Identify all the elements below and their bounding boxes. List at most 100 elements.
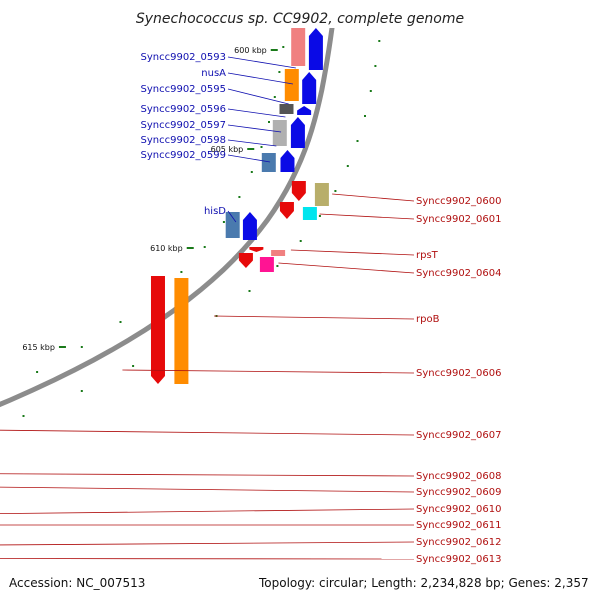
genome-backbone: [0, 28, 335, 408]
forward-cog-box: [291, 28, 306, 66]
right-gene-label: Syncc9902_0611: [416, 520, 502, 531]
right-gene-label: Syncc9902_0613: [416, 554, 502, 565]
forward-gene: [302, 72, 317, 104]
left-gene-label: hisD: [204, 206, 226, 217]
forward-gene: [308, 28, 323, 70]
right-gene-label: Syncc9902_0601: [416, 214, 502, 225]
reverse-gene: [291, 181, 306, 201]
inner-dot: [273, 96, 276, 98]
kbp-tick-label: 605 kbp: [211, 145, 244, 154]
label-layer: Syncc9902_0593 nusA Syncc9902_0595 Syncc990…: [0, 52, 502, 565]
inner-dot: [268, 121, 270, 123]
reverse-gene: [150, 276, 165, 384]
forward-gene: [297, 106, 312, 115]
topology-text: Topology: circular; Length: 2,234,828 bp…: [259, 576, 589, 590]
reverse-gene: [238, 253, 253, 268]
outer-dot: [299, 240, 302, 242]
reverse-cog-box: [271, 250, 286, 256]
right-gene-label: Syncc9902_0606: [416, 368, 502, 379]
forward-gene: [280, 150, 295, 172]
kbp-tick-mark: [270, 49, 278, 51]
right-label-leader: [0, 541, 415, 546]
outer-dot: [248, 290, 251, 292]
backbone-layer: [0, 28, 335, 408]
kbp-tick-mark: [186, 247, 194, 249]
right-gene-label: Syncc9902_0610: [416, 504, 502, 515]
reverse-cog-box: [259, 257, 274, 272]
kbp-tick-label: 600 kbp: [234, 46, 267, 55]
outer-dot: [369, 90, 372, 92]
inner-dot: [238, 196, 241, 198]
right-label-leader: [0, 473, 415, 477]
outer-dot: [80, 390, 83, 392]
right-label-leader: [290, 249, 415, 256]
left-gene-label: Syncc9902_0596: [141, 104, 227, 115]
left-label-leader: [227, 139, 277, 147]
outer-dot: [334, 190, 337, 192]
outer-dot: [132, 365, 135, 367]
kbp-tick-label: 610 kbp: [150, 244, 183, 253]
reverse-cog-box: [302, 207, 317, 220]
kbp-tick-mark: [247, 148, 255, 150]
kbp-tick-label: 615 kbp: [22, 343, 55, 352]
right-label-leader: [214, 315, 415, 320]
inner-dot: [222, 221, 225, 223]
kbp-tick-mark: [58, 346, 66, 348]
right-gene-label: Syncc9902_0608: [416, 471, 502, 482]
right-label-leader: [0, 558, 415, 560]
right-label-leader: [332, 193, 415, 202]
outer-dot: [374, 65, 377, 67]
outer-dot: [346, 165, 349, 167]
right-gene-label: rpoB: [416, 314, 440, 325]
right-label-leader: [122, 369, 415, 374]
outer-dot: [378, 40, 381, 42]
inner-dot: [260, 146, 263, 148]
left-label-leader: [227, 56, 296, 69]
left-label-leader: [227, 88, 289, 105]
left-label-leader: [227, 210, 237, 223]
inner-dot: [203, 246, 206, 248]
right-gene-label: Syncc9902_0609: [416, 487, 502, 498]
left-gene-label: Syncc9902_0599: [141, 150, 227, 161]
left-gene-label: Syncc9902_0595: [141, 84, 227, 95]
right-gene-label: Syncc9902_0600: [416, 196, 502, 207]
forward-gene: [242, 212, 257, 240]
left-label-leader: [227, 124, 282, 133]
outer-dot: [22, 415, 25, 417]
right-label-leader: [319, 213, 415, 220]
forward-cog-box: [261, 153, 276, 172]
left-gene-label: Syncc9902_0593: [141, 52, 227, 63]
feature-layer: [150, 28, 329, 384]
left-gene-label: Syncc9902_0598: [141, 135, 227, 146]
right-label-leader: [278, 262, 415, 274]
inner-dot: [282, 46, 285, 48]
forward-cog-box: [284, 69, 299, 101]
outer-dot: [318, 215, 321, 217]
inner-dot: [278, 71, 281, 73]
inner-dot: [180, 271, 183, 273]
forward-cog-box: [225, 212, 240, 238]
inner-dot: [36, 371, 39, 373]
left-gene-label: nusA: [201, 68, 226, 79]
accession-text: Accession: NC_007513: [9, 576, 146, 590]
inner-dot: [119, 321, 122, 323]
right-gene-label: Syncc9902_0607: [416, 430, 502, 441]
forward-gene: [290, 117, 305, 148]
map-title: Synechococcus sp. CC9902, complete genom…: [136, 11, 464, 27]
inner-dot: [80, 346, 83, 348]
left-label-leader: [227, 108, 286, 118]
inner-dot: [250, 171, 253, 173]
outer-dot: [276, 265, 279, 267]
forward-cog-box: [279, 104, 294, 114]
reverse-cog-box: [314, 183, 329, 206]
reverse-gene: [279, 202, 294, 219]
left-gene-label: Syncc9902_0597: [141, 120, 227, 131]
reverse-gene: [249, 247, 264, 252]
right-gene-label: rpsT: [416, 250, 439, 261]
right-label-leader: [0, 508, 415, 515]
right-gene-label: Syncc9902_0604: [416, 268, 502, 279]
right-label-leader: [0, 486, 415, 493]
